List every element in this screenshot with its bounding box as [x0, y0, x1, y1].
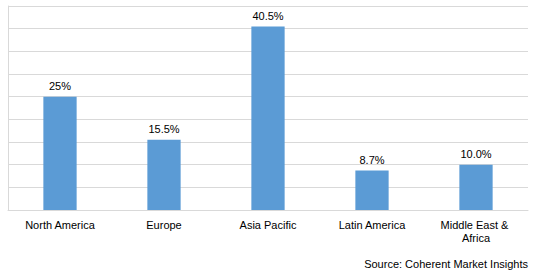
svg-text:10.0%: 10.0%: [460, 148, 491, 160]
svg-text:North America: North America: [25, 219, 96, 231]
svg-text:Middle East &: Middle East &: [441, 219, 512, 231]
svg-text:Europe: Europe: [146, 219, 181, 231]
svg-text:Africa: Africa: [462, 232, 491, 244]
svg-text:8.7%: 8.7%: [359, 154, 384, 166]
svg-text:Source: Coherent Market Insigh: Source: Coherent Market Insights: [364, 258, 528, 270]
svg-text:40.5%: 40.5%: [252, 10, 283, 22]
svg-text:15.5%: 15.5%: [148, 123, 179, 135]
svg-text:Latin America: Latin America: [339, 219, 407, 231]
svg-text:25%: 25%: [49, 80, 71, 92]
svg-text:Asia Pacific: Asia Pacific: [240, 219, 297, 231]
